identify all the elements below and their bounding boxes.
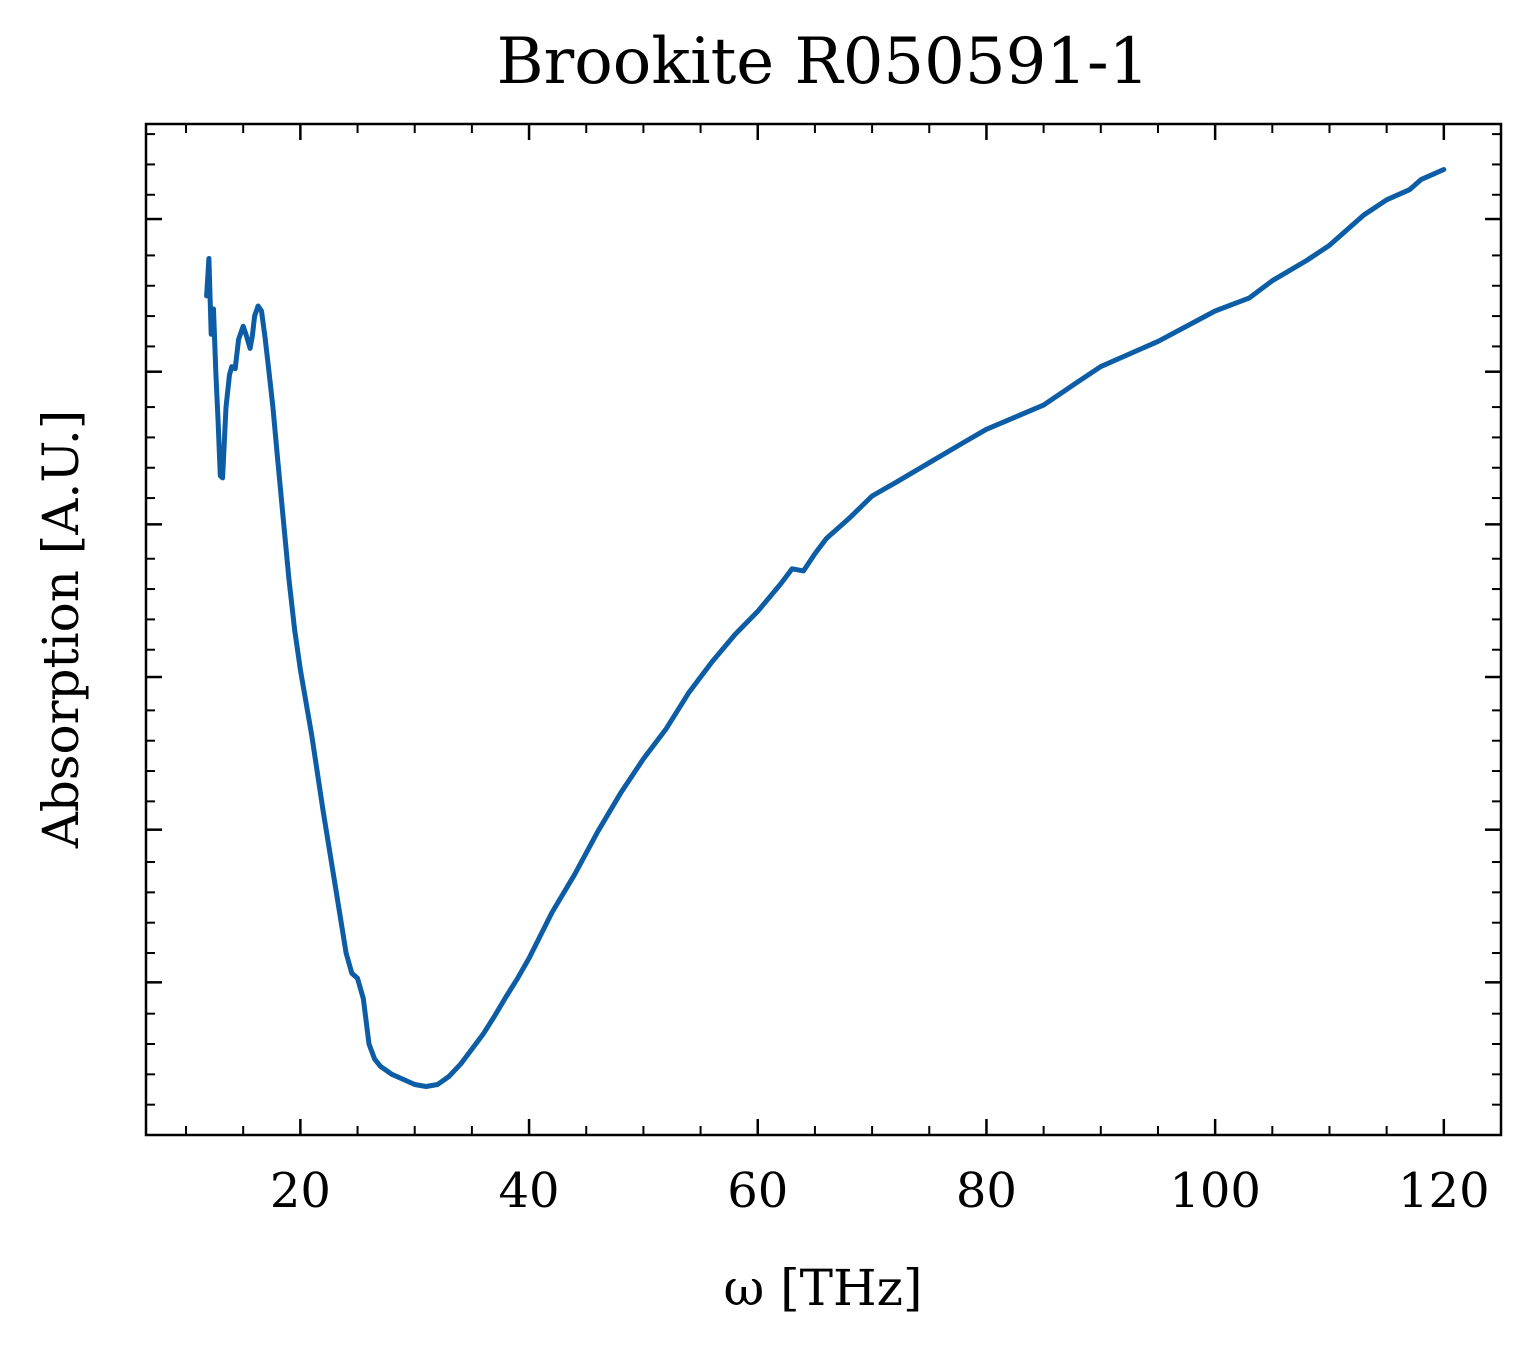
plot-area — [204, 167, 1447, 1089]
x-tick-label: 20 — [270, 1163, 331, 1219]
chart-title: Brookite R050591-1 — [497, 25, 1150, 99]
tick-marks — [146, 124, 1502, 1135]
x-tick-label: 40 — [499, 1163, 560, 1219]
axes-frame — [144, 122, 1503, 1137]
series-line-1 — [204, 167, 1447, 1089]
x-tick-label: 60 — [727, 1163, 788, 1219]
x-tick-label: 120 — [1398, 1163, 1490, 1219]
x-tick-label: 80 — [956, 1163, 1017, 1219]
x-tick-label: 100 — [1169, 1163, 1261, 1219]
y-axis-label: Absorption [A.U.] — [32, 410, 90, 850]
x-axis-label: ω [THz] — [724, 1259, 923, 1317]
